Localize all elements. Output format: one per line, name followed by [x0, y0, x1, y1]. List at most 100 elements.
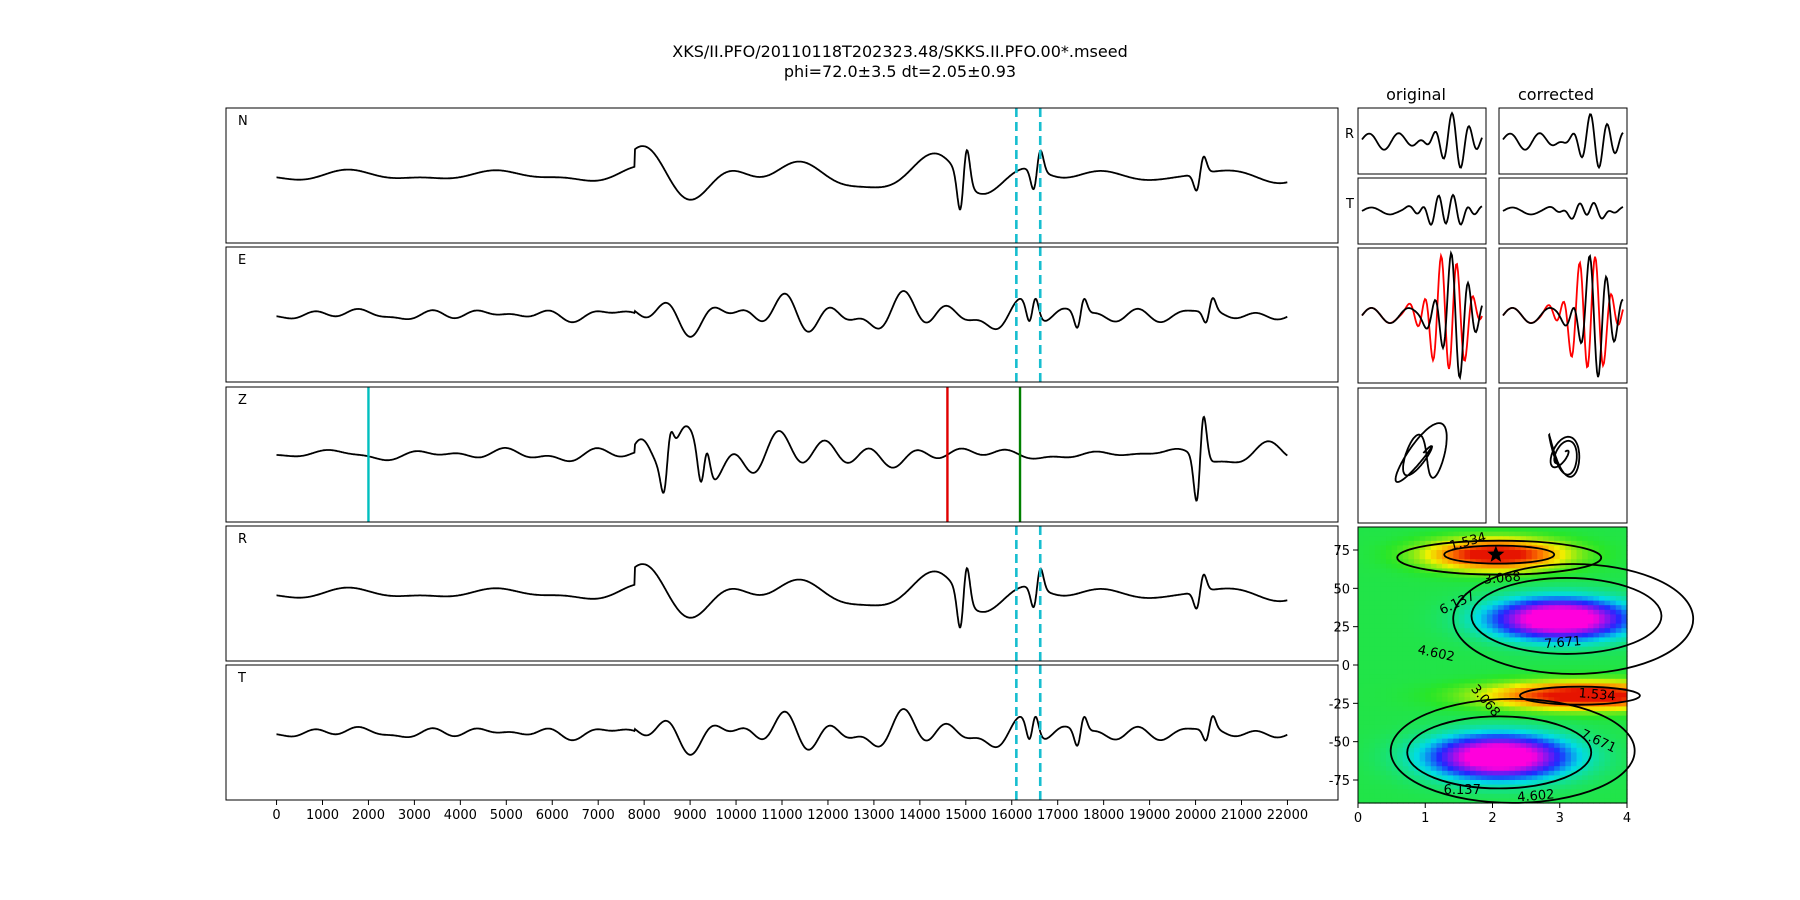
- heatmap-cell: [1615, 545, 1622, 551]
- heatmap-cell: [1425, 600, 1432, 606]
- heatmap-cell: [1442, 724, 1449, 730]
- heatmap-cell: [1498, 743, 1505, 749]
- heatmap-cell: [1559, 757, 1566, 763]
- heatmap-cell: [1509, 734, 1516, 740]
- heatmap-cell: [1559, 734, 1566, 740]
- heatmap-cell: [1464, 766, 1471, 772]
- heatmap-cell: [1593, 623, 1600, 629]
- heatmap-cell: [1397, 614, 1404, 620]
- heatmap-cell: [1391, 619, 1398, 625]
- heatmap-cell: [1559, 573, 1566, 579]
- heatmap-cell: [1514, 632, 1522, 638]
- heatmap-cell: [1386, 706, 1393, 712]
- y-tick-label: 25: [1333, 621, 1350, 636]
- heatmap-cell: [1537, 738, 1544, 744]
- heatmap-cell: [1369, 609, 1376, 615]
- heatmap-cell: [1374, 586, 1382, 592]
- trace-panel-r: R: [225, 525, 1339, 662]
- heatmap-cell: [1604, 692, 1611, 698]
- heatmap-cell: [1492, 715, 1499, 721]
- heatmap-cell: [1576, 550, 1583, 556]
- heatmap-cell: [1554, 793, 1561, 799]
- heatmap-cell: [1610, 715, 1617, 721]
- heatmap-cell: [1570, 734, 1578, 740]
- heatmap-cell: [1615, 628, 1622, 634]
- heatmap-cell: [1486, 715, 1494, 721]
- heatmap-cell: [1615, 678, 1622, 684]
- heatmap-cell: [1498, 770, 1505, 776]
- heatmap-cell: [1453, 651, 1460, 657]
- heatmap-cell: [1587, 766, 1594, 772]
- heatmap-cell: [1503, 559, 1510, 565]
- heatmap-cell: [1442, 678, 1449, 684]
- heatmap-cell: [1559, 527, 1566, 533]
- heatmap-cell: [1369, 752, 1376, 758]
- heatmap-cell: [1363, 789, 1370, 795]
- heatmap-cell: [1554, 752, 1561, 758]
- heatmap-cell: [1358, 743, 1365, 749]
- heatmap-cell: [1397, 711, 1404, 717]
- heatmap-cell: [1386, 628, 1393, 634]
- heatmap-cell: [1554, 550, 1561, 556]
- heatmap-cell: [1391, 596, 1398, 602]
- heatmap-cell: [1531, 775, 1538, 781]
- heatmap-cell: [1402, 632, 1410, 638]
- heatmap-cell: [1587, 789, 1594, 795]
- heatmap-cell: [1470, 632, 1477, 638]
- heatmap-cell: [1436, 674, 1443, 680]
- heatmap-cell: [1408, 609, 1415, 615]
- heatmap-cell: [1610, 793, 1617, 799]
- heatmap-cell: [1526, 743, 1533, 749]
- heatmap-cell: [1408, 734, 1415, 740]
- heatmap-cell: [1514, 660, 1522, 666]
- heatmap-cells: [1358, 527, 1628, 804]
- heatmap-cell: [1470, 734, 1477, 740]
- heatmap-cell: [1503, 563, 1510, 569]
- heatmap-cell: [1615, 550, 1622, 556]
- heatmap-cell: [1615, 724, 1622, 730]
- heatmap-cell: [1369, 729, 1376, 735]
- heatmap-cell: [1458, 586, 1466, 592]
- heatmap-cell: [1520, 724, 1527, 730]
- heatmap-cell: [1358, 651, 1365, 657]
- heatmap-cell: [1554, 646, 1561, 652]
- heatmap-cell: [1436, 632, 1443, 638]
- heatmap-cell: [1492, 793, 1499, 799]
- heatmap-cell: [1514, 582, 1522, 588]
- heatmap-cell: [1430, 757, 1438, 763]
- heatmap-cell: [1430, 591, 1438, 597]
- heatmap-cell: [1464, 531, 1471, 537]
- heatmap-cell: [1509, 747, 1516, 753]
- heatmap-cell: [1419, 775, 1426, 781]
- heatmap-cell: [1436, 651, 1443, 657]
- heatmap-cell: [1582, 582, 1589, 588]
- heatmap-cell: [1397, 706, 1404, 712]
- heatmap-cell: [1464, 793, 1471, 799]
- heatmap-cell: [1475, 724, 1482, 730]
- heatmap-cell: [1531, 646, 1538, 652]
- heatmap-cell: [1542, 738, 1550, 744]
- heatmap-cell: [1486, 619, 1494, 625]
- heatmap-cell: [1615, 642, 1622, 648]
- heatmap-cell: [1570, 577, 1578, 583]
- heatmap-cell: [1464, 563, 1471, 569]
- heatmap-cell: [1576, 586, 1583, 592]
- heatmap-cell: [1492, 609, 1499, 615]
- heatmap-cell: [1570, 536, 1578, 542]
- heatmap-cell: [1374, 798, 1382, 804]
- heatmap-cell: [1414, 674, 1421, 680]
- heatmap-cell: [1537, 665, 1544, 671]
- heatmap-cell: [1408, 770, 1415, 776]
- heatmap-cell: [1425, 614, 1432, 620]
- heatmap-cell: [1576, 738, 1583, 744]
- heatmap-cell: [1414, 697, 1421, 703]
- heatmap-cell: [1559, 536, 1566, 542]
- heatmap-cell: [1402, 614, 1410, 620]
- trace-panel-z: Z: [225, 386, 1339, 523]
- heatmap-cell: [1593, 586, 1600, 592]
- heatmap-cell: [1363, 770, 1370, 776]
- heatmap-cell: [1615, 711, 1622, 717]
- heatmap-cell: [1414, 683, 1421, 689]
- heatmap-cell: [1593, 628, 1600, 634]
- heatmap-cell: [1481, 545, 1488, 551]
